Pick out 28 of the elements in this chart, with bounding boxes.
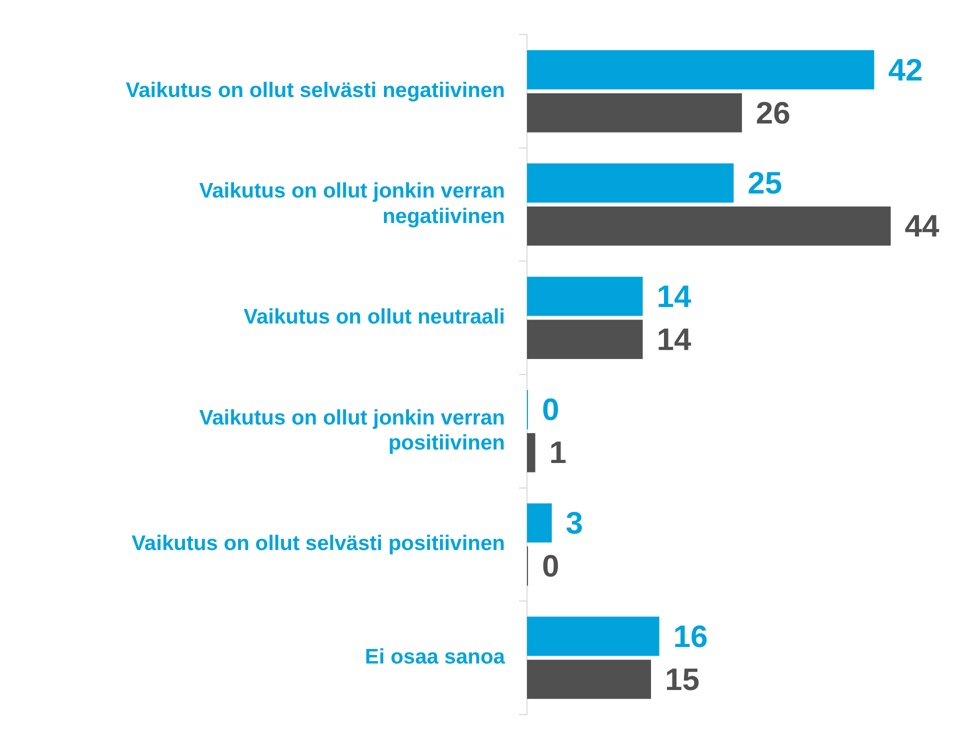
bar bbox=[527, 163, 734, 203]
y-tick-label: Vaikutus on ollut jonkin verran negatiivinen bbox=[199, 180, 505, 228]
bar bbox=[527, 660, 651, 699]
data-label: 25 bbox=[748, 166, 782, 201]
bar bbox=[527, 320, 643, 359]
data-label: 3 bbox=[566, 505, 584, 540]
data-label: 42 bbox=[888, 52, 923, 88]
bar bbox=[527, 50, 874, 90]
bar bbox=[527, 276, 643, 316]
data-label: 0 bbox=[542, 548, 560, 584]
data-label: 0 bbox=[542, 392, 560, 428]
y-tick-label: Vaikutus on ollut jonkin verran positiivinen bbox=[199, 406, 505, 455]
y-tick-label: Vaikutus on ollut neutraali bbox=[244, 306, 505, 329]
data-label: 16 bbox=[673, 618, 708, 654]
bar bbox=[527, 433, 536, 472]
y-tick-label: Ei osaa sanoa bbox=[364, 646, 506, 669]
bar bbox=[527, 93, 742, 132]
y-tick-label: Vaikutus on ollut selvästi positiivinen bbox=[132, 532, 505, 556]
data-label: 15 bbox=[665, 662, 700, 697]
data-label: 44 bbox=[904, 208, 940, 244]
y-tick-label: Vaikutus on ollut selvästi negatiivinen bbox=[126, 79, 505, 102]
data-label: 26 bbox=[756, 95, 790, 130]
bar bbox=[527, 616, 660, 656]
bar bbox=[527, 206, 891, 246]
bar bbox=[527, 503, 552, 543]
data-label: 14 bbox=[656, 278, 692, 314]
data-label: 14 bbox=[656, 322, 692, 357]
data-label: 1 bbox=[549, 435, 567, 470]
